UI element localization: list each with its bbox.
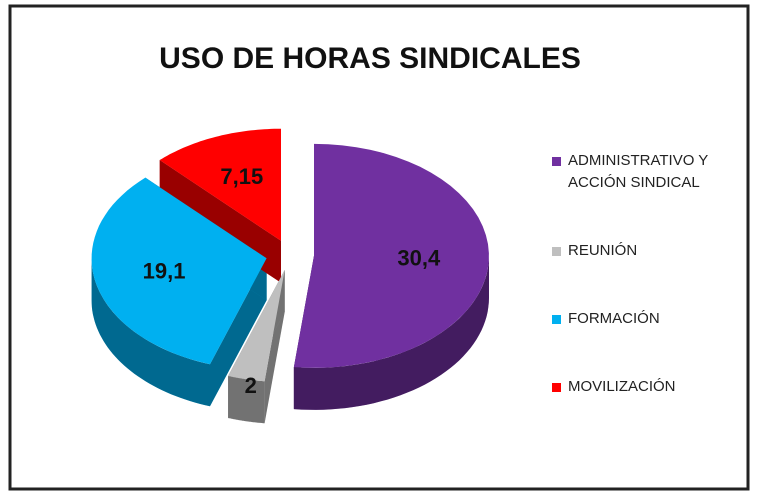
data-label: 19,1 <box>143 259 186 284</box>
chart-title: USO DE HORAS SINDICALES <box>159 42 581 75</box>
slice-side <box>91 258 210 407</box>
legend-item: REUNIÓN <box>552 240 712 262</box>
slice-side <box>293 255 489 410</box>
slice-shade <box>91 258 210 407</box>
legend-item: FORMACIÓN <box>552 308 712 330</box>
slice <box>228 270 285 382</box>
slice <box>293 143 489 368</box>
data-label: 30,4 <box>397 246 441 271</box>
legend-swatch <box>552 247 561 256</box>
slice-shade <box>293 255 489 410</box>
data-label: 2 <box>245 373 257 398</box>
legend-item: ADMINISTRATIVO Y ACCIÓN SINDICAL <box>552 150 712 194</box>
legend-label: FORMACIÓN <box>568 310 660 327</box>
slice <box>159 128 281 241</box>
slice <box>91 177 267 365</box>
legend: ADMINISTRATIVO Y ACCIÓN SINDICAL REUNIÓN F… <box>552 150 712 444</box>
data-label: 7,15 <box>220 164 263 189</box>
legend-label: MOVILIZACIÓN <box>568 378 676 395</box>
legend-swatch <box>552 315 561 324</box>
legend-swatch <box>552 157 561 166</box>
slice-side <box>210 258 267 407</box>
slice-shade <box>210 258 267 407</box>
slice-shade <box>228 376 265 424</box>
slice-side <box>228 376 265 424</box>
legend-label: ADMINISTRATIVO Y ACCIÓN SINDICAL <box>568 152 709 191</box>
legend-swatch <box>552 383 561 392</box>
legend-item: MOVILIZACIÓN <box>552 376 712 398</box>
legend-label: REUNIÓN <box>568 242 638 259</box>
